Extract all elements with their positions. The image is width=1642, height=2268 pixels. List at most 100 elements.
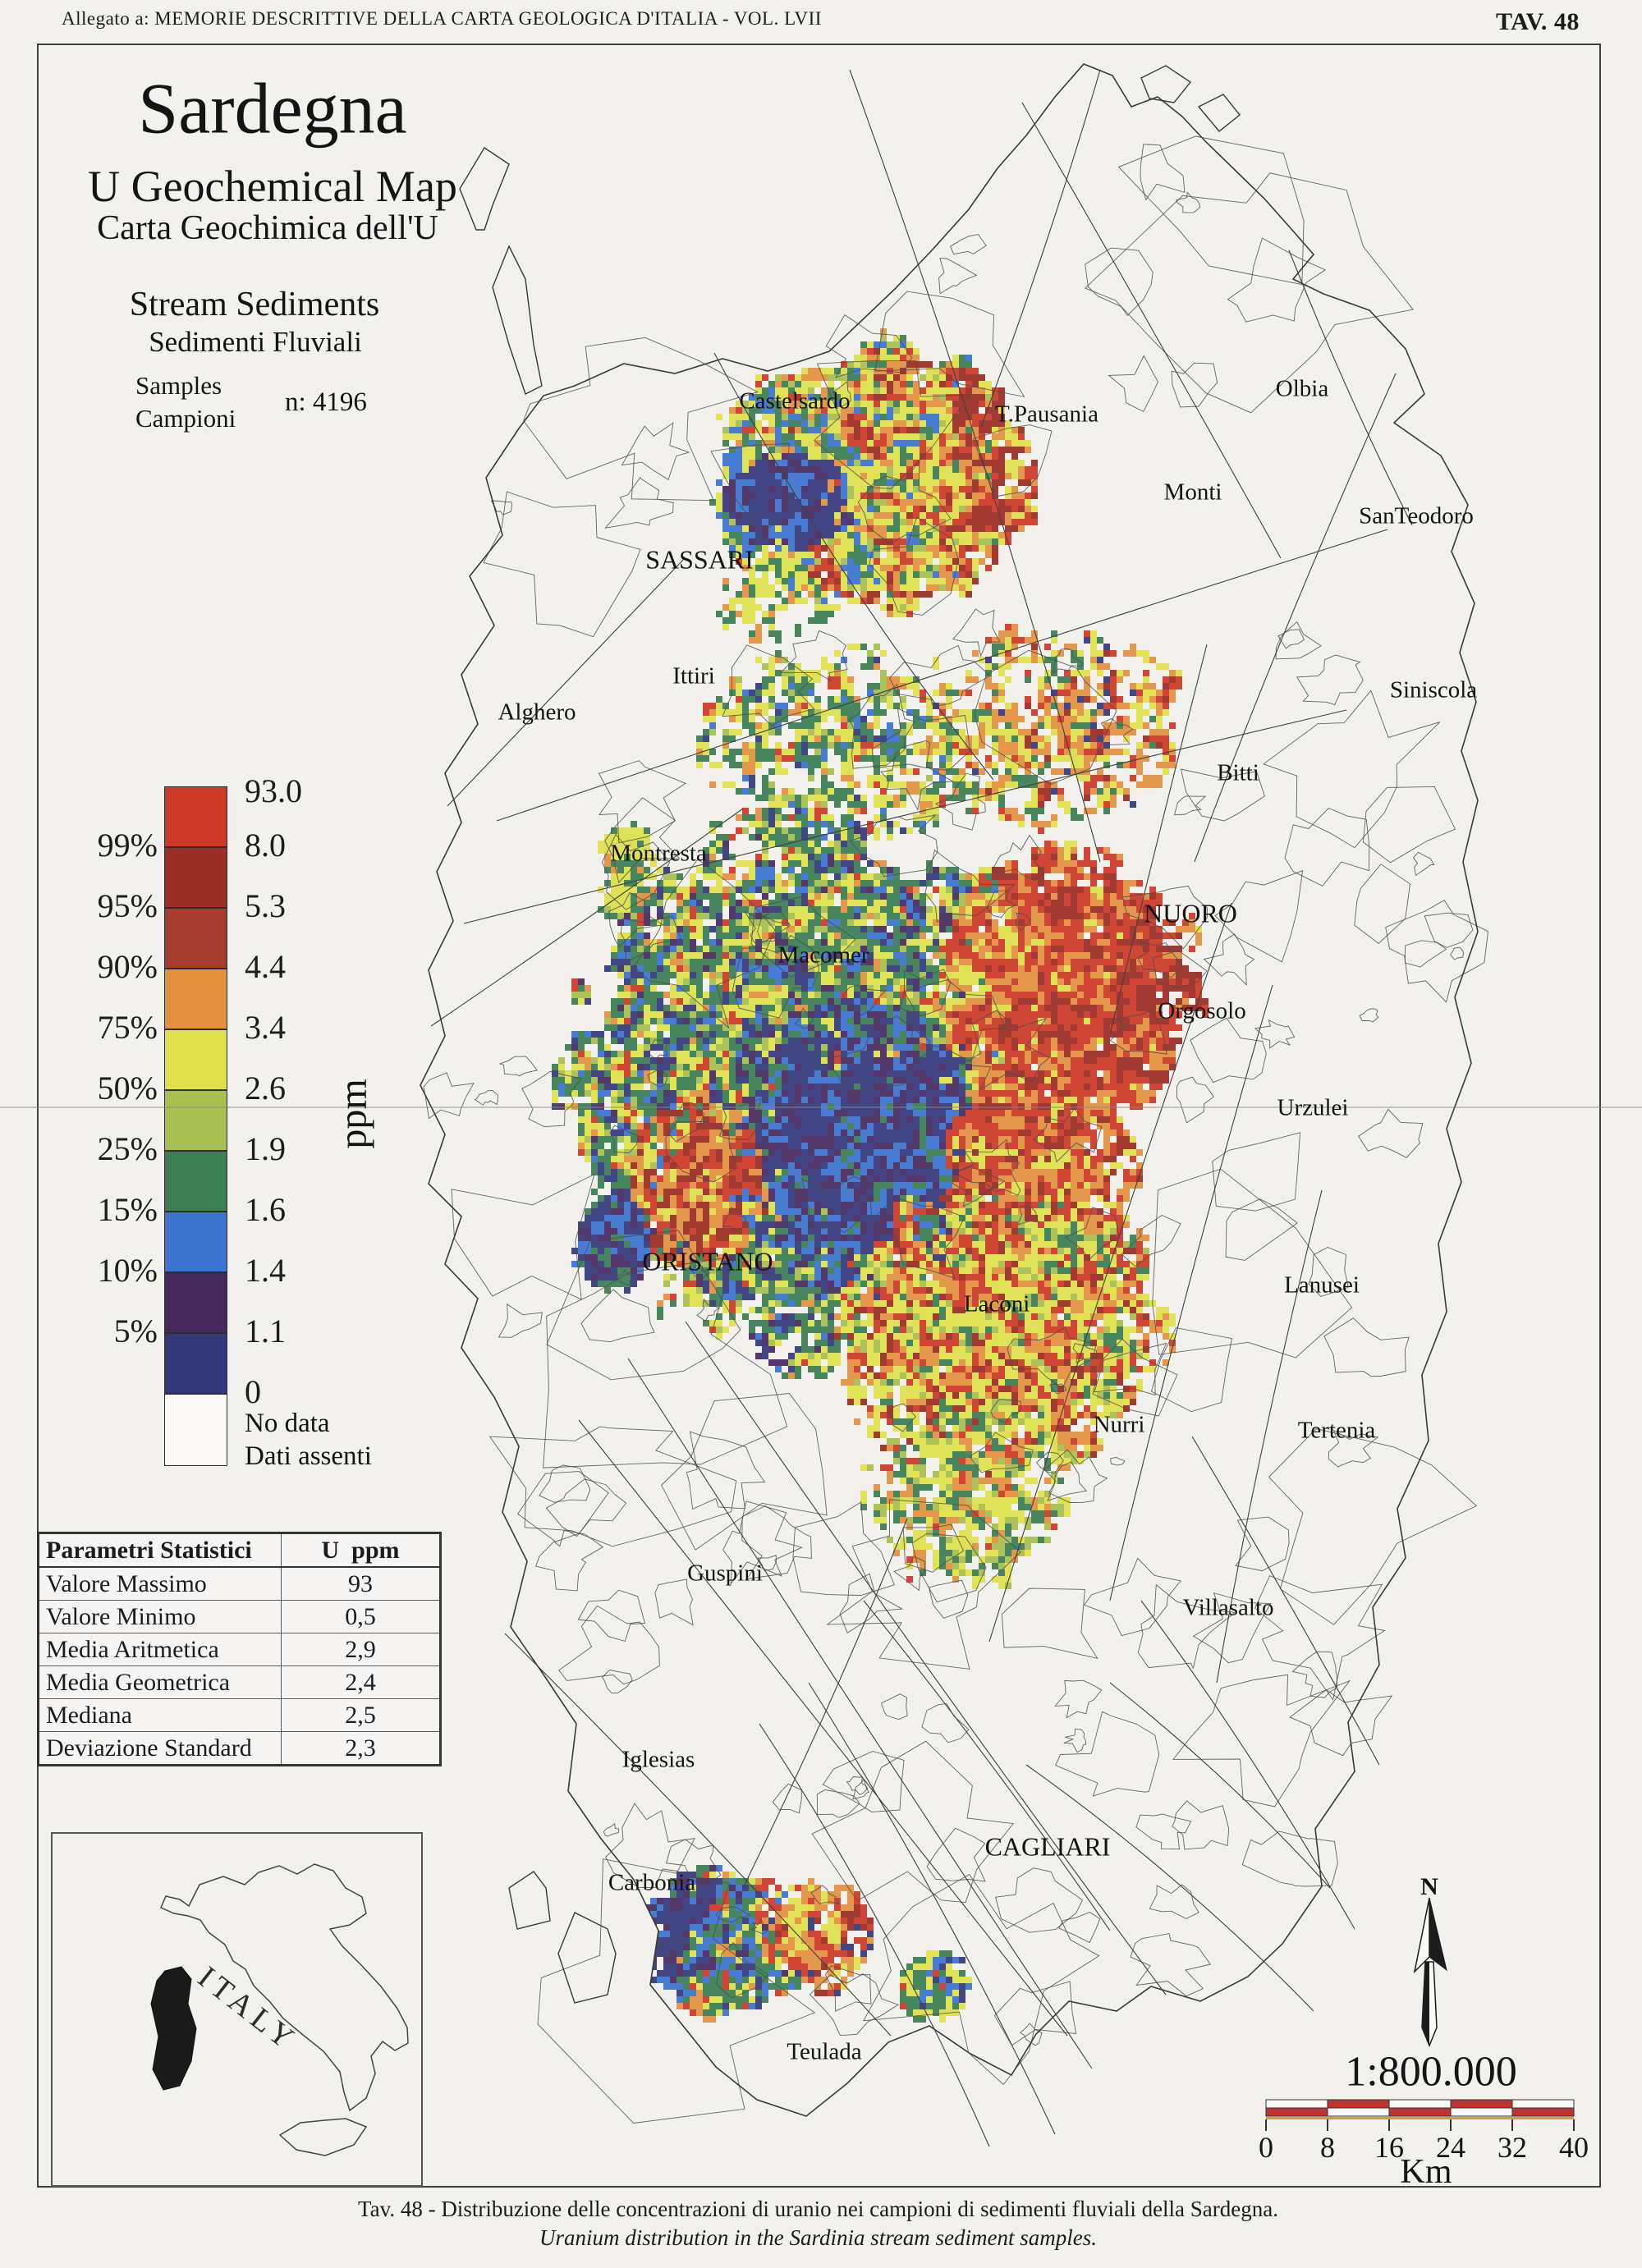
scale-unit: Km (1400, 2153, 1452, 2191)
map-label-teulada: Teulada (787, 2038, 862, 2065)
legend-unit-label: ppm (331, 1079, 375, 1149)
legend-percentile-label: 99% (97, 827, 158, 864)
map-label-laconi: Laconi (963, 1290, 1030, 1317)
legend-swatch-yellow (164, 1029, 227, 1090)
legend-percentile-label: 5% (113, 1313, 158, 1349)
legend-percentile-label: 25% (97, 1130, 158, 1167)
scale-tick-label: 40 (1559, 2131, 1589, 2164)
scan-seam (0, 1107, 1642, 1108)
samples-label-en: Samples (135, 371, 222, 400)
legend-swatch-indigo (164, 1333, 227, 1394)
map-label-urzulei: Urzulei (1277, 1094, 1349, 1121)
map-label-nuoro: NUORO (1144, 898, 1237, 928)
legend-swatch-purple (164, 1272, 227, 1333)
legend-swatch-nodata (164, 1394, 227, 1466)
legend-swatch-blue (164, 1212, 227, 1272)
stats-col2-header: U ppm (281, 1533, 441, 1568)
scale-tick-label: 0 (1259, 2131, 1273, 2164)
map-label-oristano: ORISTANO (642, 1246, 773, 1276)
legend-value-label: 1.1 (245, 1313, 286, 1349)
scale-tick-label: 16 (1374, 2131, 1404, 2164)
subtitle-it: Sedimenti Fluviali (149, 326, 362, 358)
map-label-bitti: Bitti (1217, 759, 1259, 786)
subtitle-en: Stream Sediments (129, 286, 380, 323)
legend-value-label: 1.6 (245, 1191, 286, 1228)
header-tav: TAV. 48 (1496, 8, 1580, 35)
map-label-olbia: Olbia (1275, 375, 1329, 402)
legend-percentile-label: 90% (97, 948, 158, 985)
fault-lines (430, 69, 1413, 2147)
stats-param: Media Aritmetica (38, 1633, 282, 1666)
geology-linework (423, 135, 1488, 2124)
title-en: U Geochemical Map (88, 162, 457, 211)
map-label-carbonia: Carbonia (608, 1869, 696, 1896)
map-label-lanusei: Lanusei (1284, 1271, 1360, 1299)
italy-inset-map (150, 1863, 409, 2156)
legend-swatch-dred (164, 847, 227, 908)
legend-nodata-en: No data (245, 1409, 330, 1438)
map-label-monti: Monti (1163, 479, 1222, 506)
header-allegato: Allegato a: MEMORIE DESCRITTIVE DELLA CA… (62, 8, 822, 29)
stats-value: 93 (281, 1566, 441, 1601)
map-label-siniscola: Siniscola (1389, 676, 1478, 703)
legend-percentile-label: 50% (97, 1070, 158, 1107)
legend-nodata-it: Dati assenti (245, 1441, 372, 1471)
samples-count: n: 4196 (285, 387, 367, 417)
map-label-macomer: Macomer (777, 942, 869, 969)
scale-tick-label: 8 (1320, 2131, 1335, 2164)
page-title: Sardegna (138, 69, 407, 149)
statistics-table: Parametri Statistici U ppm Valore Massimo… (37, 1532, 442, 1766)
stats-row: Mediana 2,5 (38, 1698, 441, 1732)
north-label: N (1420, 1873, 1438, 1900)
map-label-montresta: Montresta (610, 840, 707, 867)
stats-row: Media Geometrica 2,4 (38, 1665, 441, 1699)
stats-param: Valore Minimo (38, 1600, 282, 1633)
stats-value: 2,5 (281, 1698, 441, 1732)
legend-swatch-dred2 (164, 908, 227, 969)
map-label-cagliari: CAGLIARI (984, 1831, 1111, 1862)
legend-value-label: 8.0 (245, 827, 286, 864)
map-label-villasalto: Villasalto (1182, 1594, 1274, 1621)
legend-value-label: 3.4 (245, 1009, 286, 1046)
stats-row: Media Aritmetica 2,9 (38, 1633, 441, 1666)
map-label-tpausania: T.Pausania (995, 401, 1098, 428)
stats-value: 2,3 (281, 1731, 441, 1766)
legend-percentile-label: 75% (97, 1009, 158, 1046)
stats-row: Deviazione Standard 2,3 (38, 1731, 441, 1766)
map-label-iglesias: Iglesias (621, 1746, 695, 1773)
stats-value: 2,4 (281, 1665, 441, 1699)
stats-row: Valore Minimo 0,5 (38, 1600, 441, 1633)
legend-percentile-label: 95% (97, 887, 158, 924)
legend-value-label: 5.3 (245, 887, 286, 924)
caption-line2: Uranium distribution in the Sardinia str… (539, 2225, 1097, 2250)
legend-value-label: 1.9 (245, 1130, 286, 1167)
coastline (420, 63, 1479, 2117)
heatmap-layer (552, 328, 1209, 2023)
map-label-santeodoro: SanTeodoro (1359, 502, 1474, 529)
legend-percentile-label: 10% (97, 1252, 158, 1289)
stats-param: Media Geometrica (38, 1665, 282, 1699)
map-label-ittiri: Ittiri (672, 662, 715, 690)
map-label-orgosolo: Orgosolo (1158, 997, 1246, 1024)
samples-label-it: Campioni (135, 404, 236, 433)
legend-percentile-label: 15% (97, 1191, 158, 1228)
stats-param: Valore Massimo (38, 1566, 282, 1601)
legend-value-label: 93.0 (245, 772, 302, 809)
legend-value-label: 2.6 (245, 1070, 286, 1107)
map-label-guspini: Guspini (687, 1560, 763, 1587)
map-label-sassari: SASSARI (645, 544, 754, 575)
scale-tick-label: 24 (1436, 2131, 1465, 2164)
stats-row: Valore Massimo 93 (38, 1566, 441, 1601)
title-it: Carta Geochimica dell'U (97, 209, 438, 247)
legend-swatch-red (164, 786, 227, 847)
stats-value: 2,9 (281, 1633, 441, 1666)
legend-swatch-green (164, 1151, 227, 1212)
stats-value: 0,5 (281, 1600, 441, 1633)
legend-value-label: 1.4 (245, 1252, 286, 1289)
scale-tick-label: 32 (1498, 2131, 1527, 2164)
stats-param: Deviazione Standard (38, 1731, 282, 1766)
legend-swatch-ygreen (164, 1090, 227, 1151)
legend-value-label: 0 (245, 1373, 261, 1410)
